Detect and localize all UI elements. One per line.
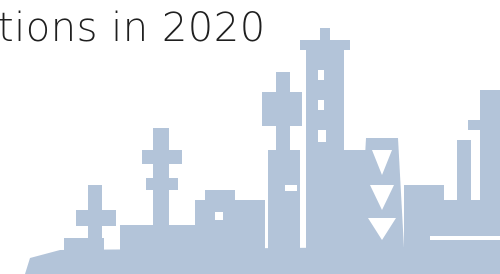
tower-arm [142,150,182,164]
building [404,185,444,250]
building [205,190,235,202]
tower-arm [76,210,116,226]
tower-arm [146,178,178,190]
column [306,48,344,253]
tower-arm [262,92,302,126]
building [195,200,265,255]
heading: tions in 2020 [0,0,266,56]
page: Slide fragment html, body { margin: 0; p… [0,0,500,274]
building [480,90,500,250]
skyline-silhouette [25,28,500,274]
stripe [430,236,500,240]
window [318,100,324,110]
window [285,185,297,191]
slide: {"heading": "tions in 2020"} [0,0,500,274]
window [318,70,324,80]
building [120,225,195,255]
tower-base [64,238,104,252]
building [268,150,300,250]
pipe [468,120,488,130]
window [215,212,223,220]
column-top [320,28,330,42]
window [318,130,326,142]
